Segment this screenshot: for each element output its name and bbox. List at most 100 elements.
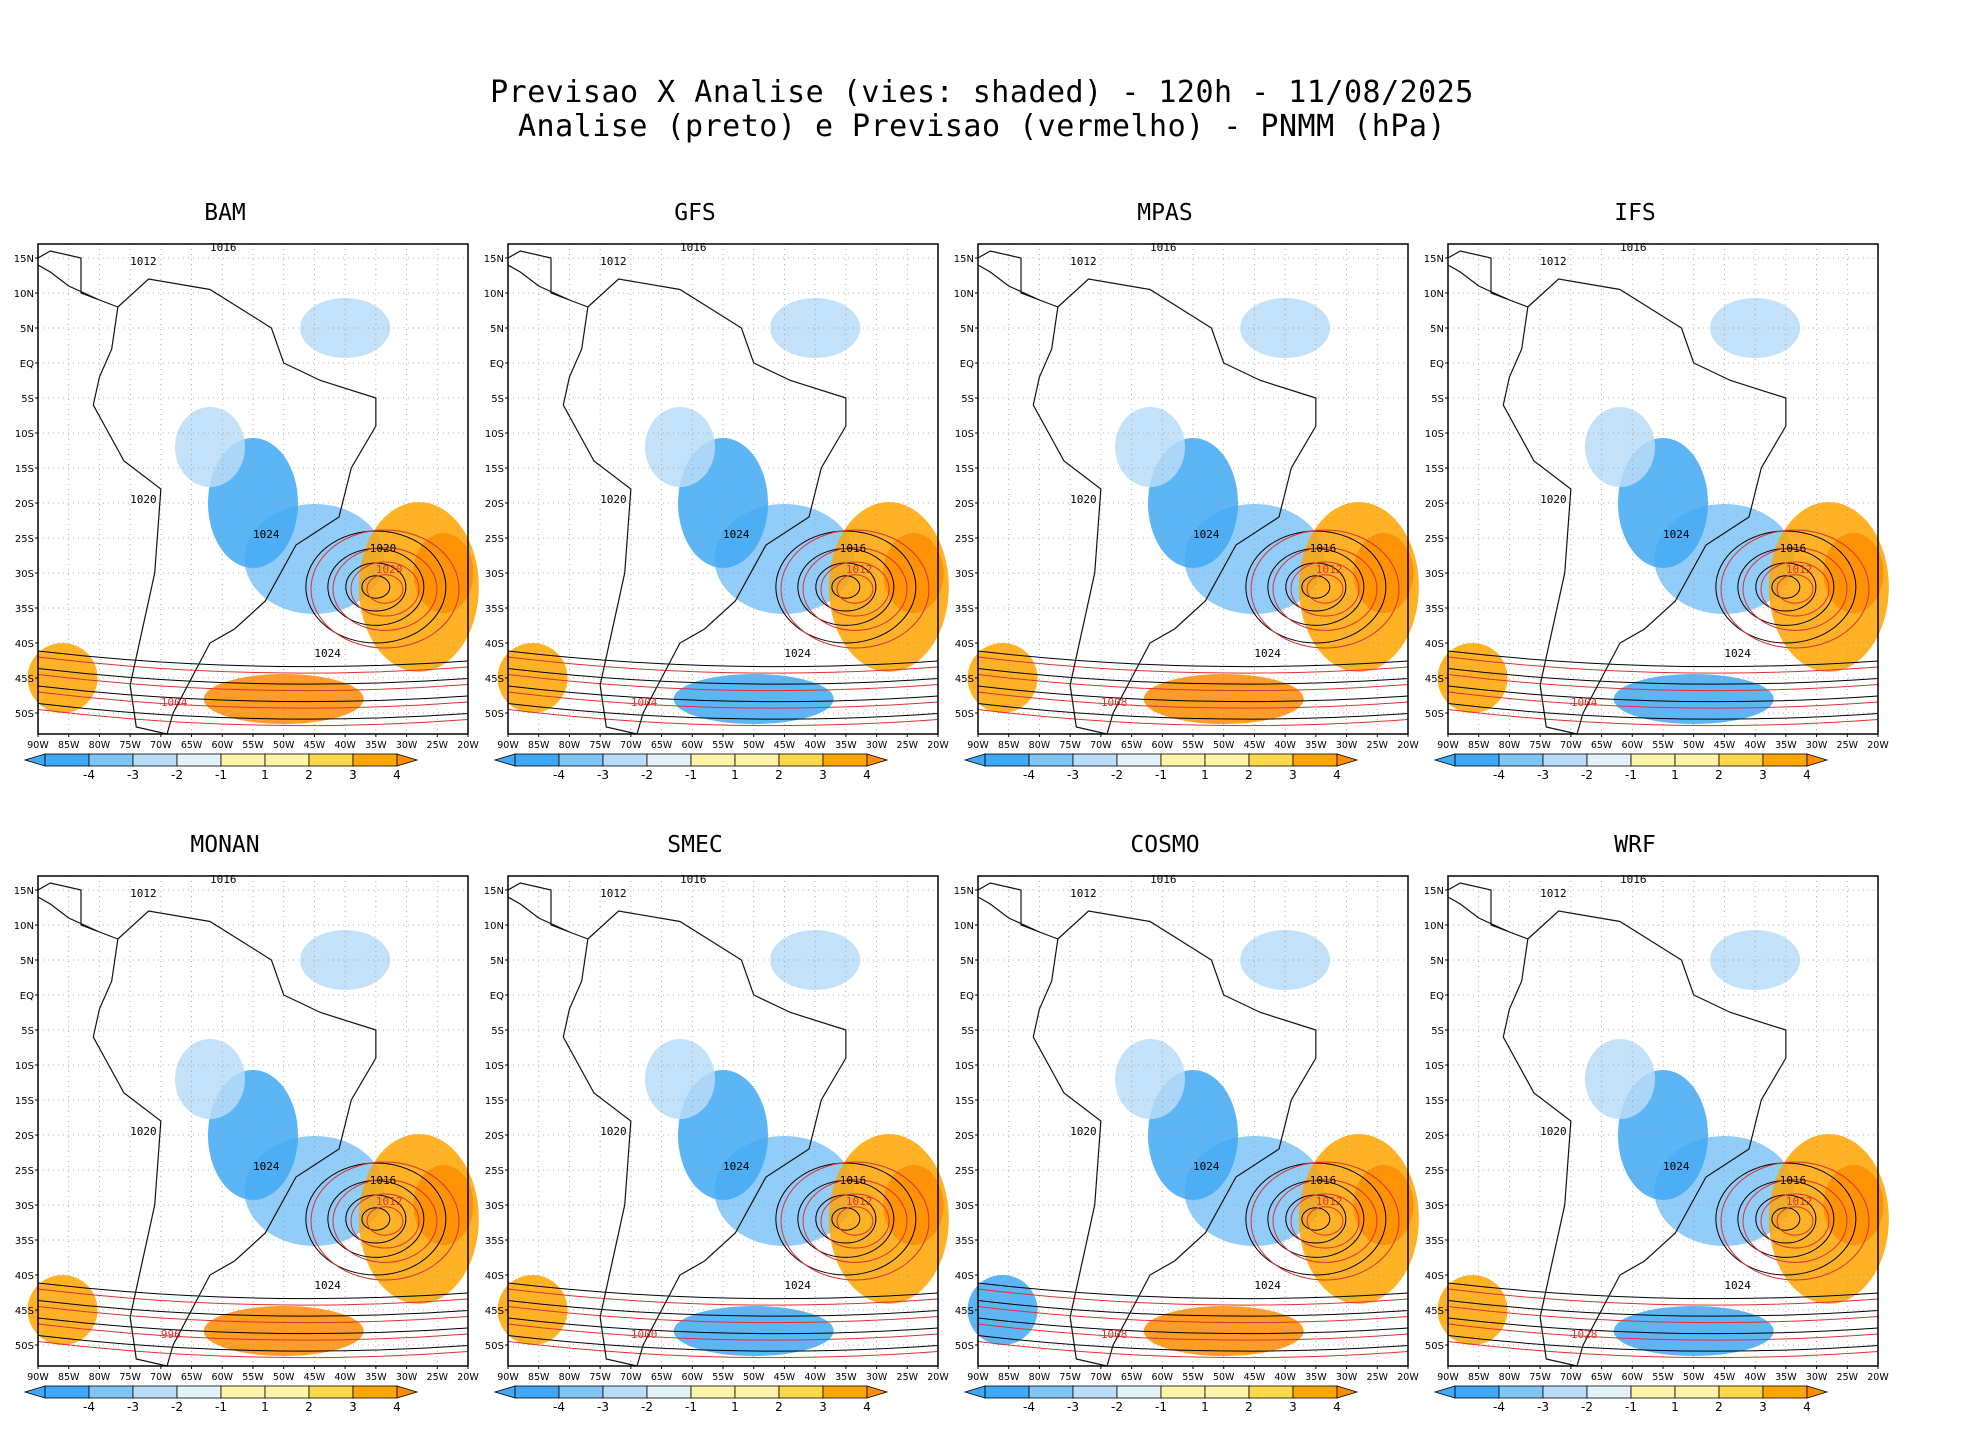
panel-wrf: WRF 1016 1012 1024 1012 1016 1020 1024 1028 15N 10…: [1420, 832, 1890, 1414]
coastline: [507, 882, 847, 1367]
lon-tick-label: 55W: [242, 1372, 264, 1382]
lon-tick-label: 50W: [1683, 1372, 1705, 1382]
lat-tick-label: 10N: [1424, 289, 1444, 300]
lat-tick-label: 15N: [1424, 886, 1444, 897]
isobar-label: 1012: [1540, 255, 1567, 268]
panel-title: GFS: [674, 200, 716, 226]
lat-tick-label: 30S: [485, 569, 504, 580]
lon-tick-label: 75W: [119, 1372, 141, 1382]
colorbar-tick-label: 2: [775, 768, 783, 782]
colorbar-tick-label: 1: [1201, 1400, 1209, 1414]
isobars: [37, 1161, 469, 1359]
lat-tick-label: 25S: [15, 534, 34, 545]
lon-tick-label: 65W: [651, 740, 673, 750]
lon-tick-label: 50W: [1683, 740, 1705, 750]
colorbar-tick-label: -2: [1111, 1400, 1123, 1414]
lat-tick-label: 10S: [955, 1061, 974, 1072]
lat-tick-label: 40S: [1425, 639, 1444, 650]
lat-tick-label: 35S: [485, 604, 504, 615]
lat-tick-label: 5S: [961, 1026, 974, 1037]
lon-tick-label: 70W: [620, 740, 642, 750]
lat-tick-label: 15N: [954, 254, 974, 265]
lat-tick-label: 5S: [21, 394, 34, 405]
panel-gfs: GFS 1016 1012 1024 1012 1016 1020 1024 1004 15N 10…: [480, 200, 950, 782]
colorbar-tick-label: -1: [1625, 768, 1637, 782]
lat-tick-label: 30S: [1425, 1201, 1444, 1212]
lon-tick-label: 90W: [967, 740, 989, 750]
lat-tick-label: 15N: [1424, 254, 1444, 265]
isobar-label: 1020: [1540, 493, 1567, 506]
isobar-label: 1016: [1310, 1174, 1337, 1187]
lon-tick-label: 20W: [927, 740, 949, 750]
lon-tick-label: 70W: [1090, 740, 1112, 750]
lon-tick-label: 90W: [27, 740, 49, 750]
lat-tick-label: 10N: [484, 921, 504, 932]
isobar-label: 1012: [1316, 563, 1343, 576]
lat-tick-label: 25S: [485, 1166, 504, 1177]
lat-tick-label: 50S: [955, 709, 974, 720]
lon-tick-label: 40W: [1274, 1372, 1296, 1382]
isobar-label: 996: [161, 1328, 181, 1341]
lat-tick-label: 30S: [955, 1201, 974, 1212]
isobar-label: 1024: [253, 528, 280, 541]
colorbar-tick-label: -2: [641, 1400, 653, 1414]
lat-tick-label: EQ: [490, 991, 504, 1002]
lon-tick-label: 70W: [620, 1372, 642, 1382]
lat-tick-label: 30S: [485, 1201, 504, 1212]
lat-tick-label: 35S: [15, 604, 34, 615]
lon-tick-label: 35W: [365, 740, 387, 750]
colorbar-tick-label: -4: [83, 768, 95, 782]
colorbar-tick-label: 3: [349, 1400, 357, 1414]
figure-title: Previsao X Analise (vies: shaded) - 120h…: [0, 76, 1964, 144]
colorbar-tick-label: -3: [1067, 1400, 1079, 1414]
lat-tick-label: 5N: [960, 956, 974, 967]
lon-tick-label: 50W: [743, 740, 765, 750]
isobar-label: 1016: [1780, 1174, 1807, 1187]
isobar-label: 1024: [723, 528, 750, 541]
lat-tick-label: 45S: [1425, 1306, 1444, 1317]
lat-tick-label: 40S: [485, 639, 504, 650]
lat-tick-label: 50S: [1425, 709, 1444, 720]
lon-tick-label: 85W: [58, 1372, 80, 1382]
panel-title: WRF: [1614, 832, 1656, 858]
lon-tick-label: 65W: [1591, 1372, 1613, 1382]
lon-tick-label: 80W: [89, 1372, 111, 1382]
colorbar-tick-label: 1: [261, 1400, 269, 1414]
lat-tick-label: 45S: [1425, 674, 1444, 685]
lat-tick-label: 40S: [955, 639, 974, 650]
colorbar-tick-label: -1: [1155, 1400, 1167, 1414]
isobar-label: 1020: [370, 542, 397, 555]
isobar-label: 1008: [1101, 1328, 1128, 1341]
panel-smec: SMEC 1016 1012 1024 1012 1016 1020 1024 1000 15N 1…: [480, 832, 950, 1414]
isobar-label: 1028: [1571, 1328, 1598, 1341]
lat-tick-label: 25S: [15, 1166, 34, 1177]
lon-tick-label: 35W: [1305, 740, 1327, 750]
lon-tick-label: 75W: [1529, 740, 1551, 750]
colorbar-tick-label: -1: [1155, 768, 1167, 782]
colorbar-tick-label: -4: [1023, 768, 1035, 782]
pressure-map: 1016 1012 1024 1012 1016 1020 1024 1000 15N 10N 5N…: [484, 873, 950, 1382]
lon-tick-label: 45W: [304, 740, 326, 750]
lon-tick-label: 50W: [273, 1372, 295, 1382]
lon-tick-label: 30W: [1806, 1372, 1828, 1382]
panel-monan: MONAN 1016 1012 1024 1012 1016 1020 1024 996 15N 1…: [10, 832, 480, 1414]
colorbar-tick-label: 4: [863, 1400, 871, 1414]
lon-tick-label: 45W: [1244, 1372, 1266, 1382]
isobar-label: 1020: [600, 1125, 626, 1138]
colorbar: -4 -3 -2 -1 1 2 3 4: [1433, 1385, 1829, 1414]
lat-tick-label: 40S: [955, 1271, 974, 1282]
colorbar-tick-label: -2: [641, 768, 653, 782]
lat-tick-label: 45S: [485, 1306, 504, 1317]
colorbar: -4 -3 -2 -1 1 2 3 4: [963, 753, 1359, 782]
panel-ifs: IFS 1016 1012 1024 1012 1016 1020 1024 1004 15N 10…: [1420, 200, 1890, 782]
lat-tick-label: 50S: [955, 1341, 974, 1352]
colorbar-tick-label: 2: [775, 1400, 783, 1414]
lon-tick-label: 25W: [1367, 740, 1389, 750]
isobar-label: 1012: [600, 887, 626, 900]
isobars: [977, 529, 1409, 727]
isobar-label: 1012: [1070, 255, 1097, 268]
colorbar-tick-label: 1: [731, 768, 739, 782]
lon-tick-label: 55W: [1182, 740, 1204, 750]
lon-tick-label: 45W: [1244, 740, 1266, 750]
colorbar-tick-label: -4: [553, 768, 565, 782]
